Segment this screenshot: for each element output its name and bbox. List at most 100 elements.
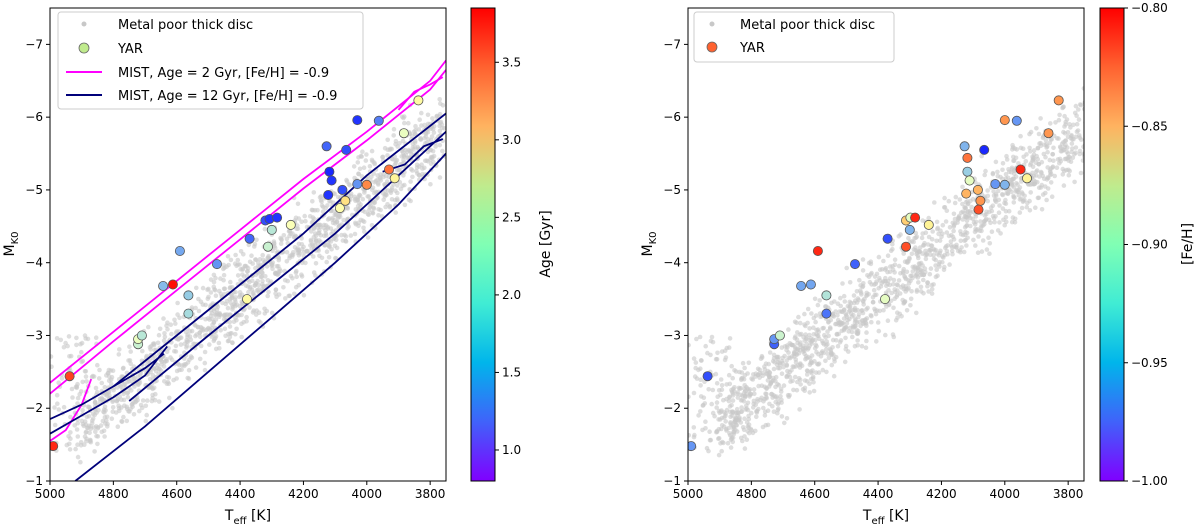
background-point bbox=[155, 340, 161, 346]
background-point bbox=[1045, 186, 1051, 191]
legend-marker-yar bbox=[706, 41, 718, 53]
legend-label-12gyr: MIST, Age = 12 Gyr, [Fe/H] = -0.9 bbox=[118, 89, 337, 104]
background-point bbox=[246, 289, 251, 295]
background-point bbox=[369, 187, 375, 193]
background-point bbox=[234, 326, 239, 332]
background-point bbox=[858, 283, 863, 288]
background-point bbox=[218, 276, 223, 281]
background-point bbox=[260, 278, 265, 284]
background-point bbox=[156, 366, 162, 372]
background-point bbox=[712, 413, 717, 419]
background-point bbox=[825, 342, 830, 347]
background-point bbox=[1060, 147, 1066, 152]
background-point bbox=[290, 250, 296, 255]
background-point bbox=[742, 446, 748, 451]
background-point bbox=[233, 295, 238, 300]
background-point bbox=[842, 326, 847, 332]
background-point bbox=[402, 202, 408, 208]
y-tick-label: −4 bbox=[25, 256, 43, 270]
legend-label-thick-disc: Metal poor thick disc bbox=[118, 18, 253, 33]
background-point bbox=[1014, 147, 1020, 152]
background-point bbox=[1043, 154, 1048, 160]
background-point bbox=[391, 126, 397, 132]
background-point bbox=[931, 256, 937, 262]
background-point bbox=[361, 225, 366, 231]
background-point bbox=[1020, 146, 1026, 151]
background-point bbox=[271, 240, 277, 246]
background-point bbox=[1061, 168, 1067, 174]
background-point bbox=[360, 196, 366, 202]
background-point bbox=[1005, 191, 1011, 196]
background-point bbox=[121, 414, 126, 420]
background-point bbox=[1092, 120, 1097, 125]
background-point bbox=[735, 390, 741, 395]
background-point bbox=[170, 405, 175, 411]
background-point bbox=[355, 203, 361, 209]
background-point bbox=[1092, 131, 1097, 136]
background-point bbox=[734, 429, 740, 434]
background-point bbox=[1050, 152, 1056, 157]
yar-point bbox=[1022, 173, 1033, 184]
background-point bbox=[93, 429, 98, 435]
background-point bbox=[964, 218, 970, 223]
y-tick-label: −3 bbox=[663, 328, 681, 342]
background-point bbox=[228, 331, 233, 336]
background-point bbox=[914, 287, 920, 293]
background-point bbox=[104, 393, 110, 399]
background-point bbox=[933, 274, 939, 280]
background-point bbox=[124, 418, 130, 424]
background-point bbox=[1047, 140, 1053, 146]
background-point bbox=[995, 188, 1001, 194]
background-point bbox=[419, 162, 424, 167]
background-point bbox=[281, 233, 287, 238]
background-point bbox=[54, 392, 60, 398]
background-point bbox=[926, 215, 931, 221]
background-point bbox=[884, 283, 889, 289]
background-point bbox=[798, 377, 803, 383]
background-point bbox=[1076, 117, 1082, 122]
background-point bbox=[227, 324, 233, 329]
background-point bbox=[320, 209, 326, 214]
background-point bbox=[365, 235, 371, 240]
background-point bbox=[992, 219, 997, 225]
background-point bbox=[382, 192, 388, 197]
background-point bbox=[904, 308, 910, 313]
background-point bbox=[402, 120, 407, 126]
yar-point bbox=[262, 241, 273, 252]
left-panel: 5000 4800 4600 4400 4200 4000 3800 −1 −2 −3 −4 −5 −6… bbox=[2, 7, 554, 527]
background-point bbox=[915, 271, 920, 277]
background-point bbox=[809, 370, 814, 376]
background-point bbox=[778, 389, 784, 394]
background-point bbox=[774, 394, 779, 399]
background-point bbox=[1054, 136, 1060, 141]
background-point bbox=[700, 427, 705, 433]
yar-point bbox=[136, 330, 147, 341]
background-point bbox=[72, 423, 77, 428]
background-point bbox=[1082, 100, 1084, 105]
background-point bbox=[937, 238, 943, 243]
background-point bbox=[110, 399, 115, 405]
yar-point bbox=[323, 189, 334, 200]
background-point bbox=[227, 319, 233, 325]
thick-disc-background-points bbox=[50, 97, 446, 465]
background-point bbox=[714, 400, 720, 405]
yar-point bbox=[1053, 95, 1064, 106]
background-point bbox=[703, 419, 708, 425]
background-point bbox=[68, 414, 73, 420]
colorbar-tick-label: 1.0 bbox=[502, 443, 521, 457]
background-point bbox=[238, 267, 243, 272]
axes-frame bbox=[687, 7, 1085, 482]
x-tick-label: 4800 bbox=[98, 487, 129, 501]
background-point bbox=[372, 190, 377, 196]
background-point bbox=[173, 321, 178, 326]
background-point bbox=[395, 183, 400, 188]
background-point bbox=[93, 385, 99, 391]
background-point bbox=[83, 369, 89, 374]
y-tick-label: −2 bbox=[25, 401, 43, 415]
background-point bbox=[756, 383, 761, 389]
background-point bbox=[991, 216, 997, 221]
background-point bbox=[876, 254, 882, 260]
background-point bbox=[779, 400, 784, 405]
background-point bbox=[802, 338, 807, 343]
yar-point bbox=[266, 224, 277, 235]
